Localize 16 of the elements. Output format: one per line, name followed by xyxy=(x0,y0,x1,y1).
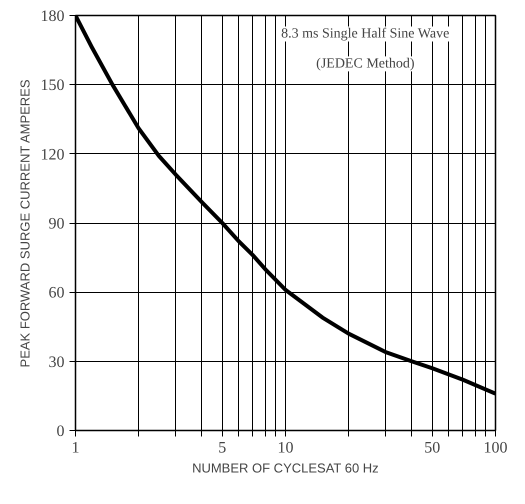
y-axis-title: PEAK FORWARD SURGE CURRENT AMPERES xyxy=(18,79,32,368)
y-tick-label: 0 xyxy=(56,423,64,440)
x-tick-label: 5 xyxy=(218,440,226,456)
annotation: 8.3 ms Single Half Sine Wave xyxy=(281,26,450,42)
y-tick-label: 30 xyxy=(48,354,64,371)
y-tick-label: 150 xyxy=(40,77,64,94)
x-tick-label: 10 xyxy=(278,440,294,456)
x-tick-label: 50 xyxy=(424,440,440,456)
x-tick-label: 1 xyxy=(72,440,80,456)
annotation: (JEDEC Method) xyxy=(316,56,415,72)
y-tick-label: 180 xyxy=(40,8,64,25)
y-tick-label: 60 xyxy=(48,284,64,302)
x-tick-label: 100 xyxy=(484,440,508,456)
y-tick-label: 120 xyxy=(40,146,64,164)
x-axis-title: NUMBER OF CYCLESAT 60 Hz xyxy=(192,460,379,476)
y-tick-label: 90 xyxy=(48,216,64,232)
